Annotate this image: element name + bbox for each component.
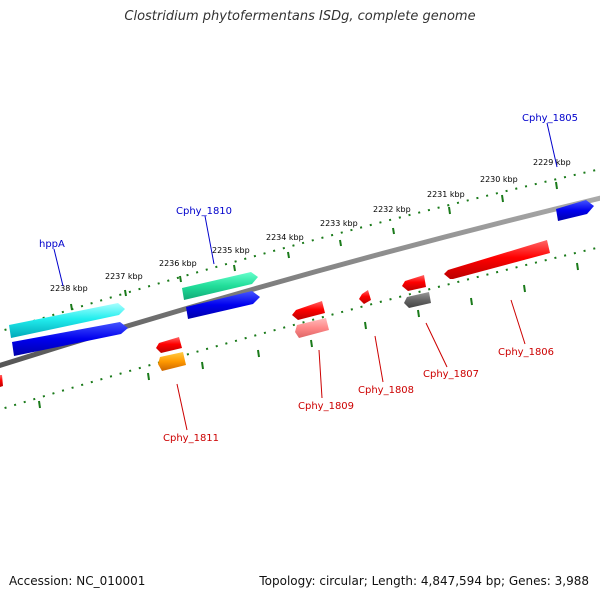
leader-lines-reverse	[176, 299, 526, 431]
gene-label-cphy-1808[interactable]: Cphy_1808	[358, 385, 414, 396]
inner-major-ticks	[38, 262, 579, 409]
topology-label: Topology: circular; Length: 4,847,594 bp…	[259, 574, 589, 588]
gene-label-cphy-1809[interactable]: Cphy_1809	[298, 401, 354, 412]
gene-label-cphy-1805[interactable]: Cphy_1805	[522, 113, 578, 124]
leader-lines-forward	[53, 122, 558, 287]
gene-cphy-1811[interactable]	[156, 337, 182, 353]
tick-label-2234: 2234 kbp	[266, 233, 304, 242]
gene-hppa[interactable]	[9, 303, 125, 338]
gene-hppa-cds[interactable]	[12, 322, 128, 356]
accession-label: Accession: NC_010001	[9, 574, 146, 588]
tick-label-2229: 2229 kbp	[533, 158, 571, 167]
gene-cphy-1807-cds[interactable]	[404, 292, 431, 308]
tick-label-2230: 2230 kbp	[480, 175, 518, 184]
tick-label-2236: 2236 kbp	[159, 259, 197, 268]
gene-label-cphy-1811[interactable]: Cphy_1811	[163, 433, 219, 444]
gene-label-hppa[interactable]: hppA	[39, 239, 65, 250]
tick-label-2231: 2231 kbp	[427, 190, 465, 199]
gene-cphy-1809[interactable]	[292, 301, 325, 320]
outer-major-ticks	[70, 181, 558, 311]
map-title: Clostridium phytofermentans ISDg, comple…	[124, 9, 476, 24]
gene-label-cphy-1810[interactable]: Cphy_1810	[176, 206, 232, 217]
gene-label-cphy-1806[interactable]: Cphy_1806	[498, 347, 554, 358]
outer-tick-ring	[0, 168, 600, 333]
tick-label-2237: 2237 kbp	[105, 272, 143, 281]
gene-label-cphy-1807[interactable]: Cphy_1807	[423, 369, 479, 380]
genome-backbone	[0, 195, 600, 369]
gene-cphy-1811-cds[interactable]	[158, 352, 186, 371]
gene-cphy-1810[interactable]	[182, 272, 258, 300]
gene-cphy-1806[interactable]	[444, 240, 550, 279]
gene-cphy-1808[interactable]	[359, 290, 371, 304]
gene-cphy-1809-cds[interactable]	[295, 318, 329, 338]
tick-label-2235: 2235 kbp	[212, 246, 250, 255]
gene-cphy-1810-cds[interactable]	[186, 291, 260, 319]
tick-label-2233: 2233 kbp	[320, 219, 358, 228]
gene-partial-left[interactable]	[0, 375, 3, 387]
gene-cphy-1805[interactable]	[556, 200, 594, 221]
tick-label-2238: 2238 kbp	[50, 284, 88, 293]
gene-cphy-1807[interactable]	[402, 275, 426, 291]
tick-label-2232: 2232 kbp	[373, 205, 411, 214]
